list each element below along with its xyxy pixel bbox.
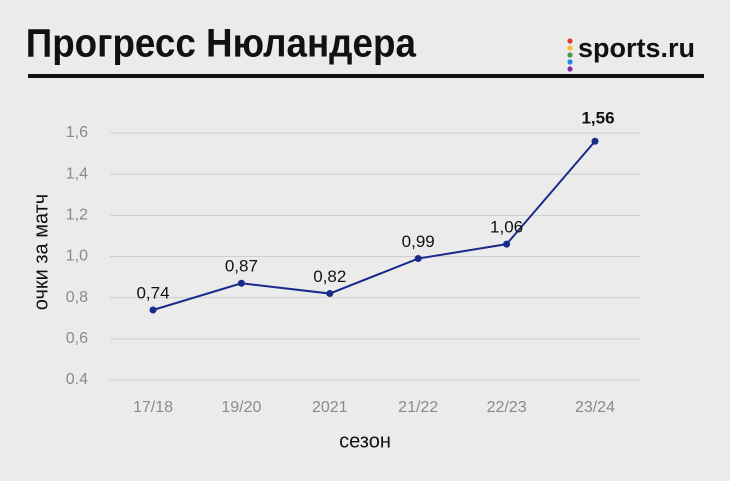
chart-title: Прогресс Нюландера: [26, 21, 417, 66]
x-tick-label: 19/20: [221, 399, 261, 416]
logo-dot: [567, 66, 573, 72]
x-tick-label: 17/18: [133, 399, 173, 416]
data-label: 0,99: [402, 232, 435, 251]
title-rule: [28, 74, 704, 78]
logo: sports.ru: [578, 33, 695, 63]
x-tick-label: 23/24: [575, 399, 615, 416]
data-point: [237, 279, 245, 287]
logo-dot: [567, 52, 573, 58]
y-tick-label: 1,0: [66, 248, 88, 265]
data-point: [414, 255, 422, 263]
series-line: [152, 140, 596, 311]
data-point: [326, 290, 334, 298]
data-label: 1,06: [490, 218, 523, 237]
data-point: [149, 306, 157, 314]
y-tick-label: 0,8: [66, 289, 88, 306]
y-tick-label: 1,4: [66, 165, 88, 182]
data-point: [503, 240, 511, 248]
data-label: 0,82: [313, 267, 346, 286]
logo-dot: [567, 59, 573, 65]
data-label: 0,87: [225, 257, 258, 276]
y-tick-label: 0,6: [66, 330, 88, 347]
x-tick-label: 2021: [312, 399, 348, 416]
y-tick-label: 1,6: [66, 124, 88, 141]
data-point: [591, 137, 599, 145]
x-axis-label: сезон: [339, 430, 391, 452]
y-axis-label: очки за матч: [30, 194, 52, 310]
logo-dot: [567, 38, 573, 44]
y-tick-label: 1,2: [66, 207, 88, 224]
y-tick-label: 0.4: [66, 371, 88, 388]
data-label: 1,56: [581, 109, 614, 128]
logo-dots: [567, 38, 573, 72]
x-tick-label: 21/22: [398, 399, 438, 416]
x-tick-label: 22/23: [487, 399, 527, 416]
logo-dot: [567, 45, 573, 51]
data-label: 0,74: [136, 284, 169, 303]
